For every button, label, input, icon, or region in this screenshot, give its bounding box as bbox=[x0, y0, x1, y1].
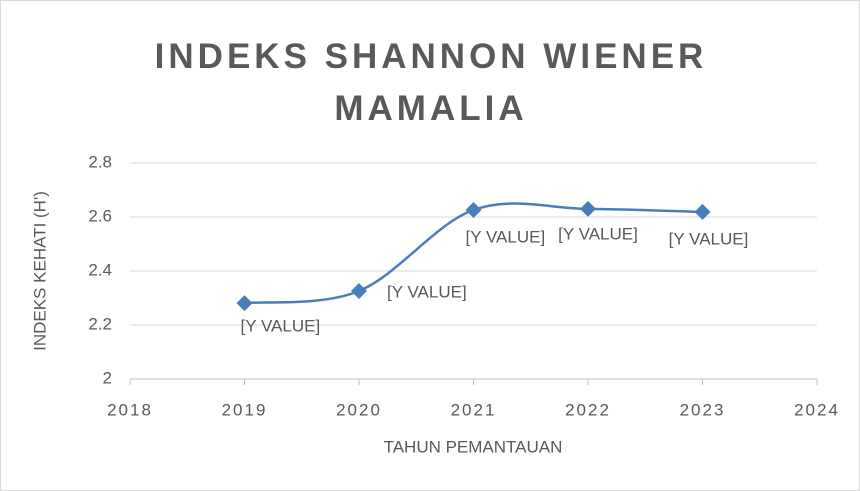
y-tick-label: 2 bbox=[103, 368, 112, 387]
data-label: [Y VALUE] bbox=[387, 282, 467, 301]
data-point bbox=[694, 203, 711, 220]
data-point bbox=[236, 295, 253, 312]
data-label: [Y VALUE] bbox=[558, 224, 638, 243]
x-axis-label: TAHUN PEMANTAUAN bbox=[384, 437, 563, 456]
y-axis-label: INDEKS KEHATI (H') bbox=[30, 191, 49, 351]
data-label: [Y VALUE] bbox=[241, 317, 321, 336]
x-tick-label: 2021 bbox=[451, 400, 497, 419]
data-label: [Y VALUE] bbox=[669, 229, 749, 248]
x-tick-label: 2023 bbox=[680, 400, 726, 419]
y-tick-label: 2.6 bbox=[88, 206, 112, 225]
x-tick-label: 2018 bbox=[107, 400, 153, 419]
y-tick-label: 2.8 bbox=[88, 152, 112, 171]
y-tick-label: 2.4 bbox=[88, 260, 112, 279]
y-tick-label: 2.2 bbox=[88, 314, 112, 333]
x-tick-label: 2020 bbox=[336, 400, 382, 419]
x-tick-label: 2022 bbox=[565, 400, 611, 419]
series-line bbox=[244, 202, 703, 305]
data-point bbox=[465, 201, 482, 218]
x-tick-label: 2019 bbox=[222, 400, 268, 419]
x-tick-label: 2024 bbox=[794, 400, 840, 419]
data-point bbox=[351, 282, 367, 299]
data-label: [Y VALUE] bbox=[466, 227, 546, 246]
data-point bbox=[580, 200, 596, 217]
chart-title: INDEKS SHANNON WIENER MAMALIA bbox=[154, 37, 708, 128]
